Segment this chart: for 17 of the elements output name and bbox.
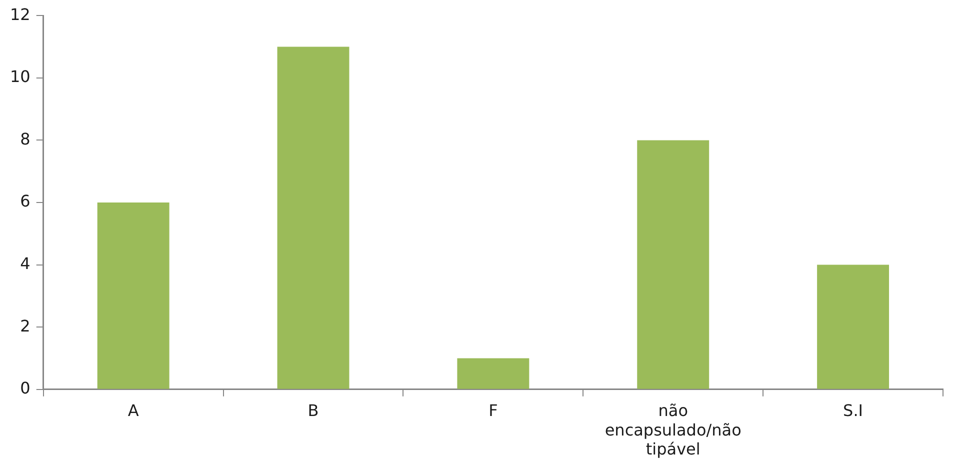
bar — [277, 46, 350, 389]
x-tick-label: A — [128, 401, 139, 420]
bar — [637, 140, 710, 389]
y-tick-label: 12 — [10, 4, 30, 24]
x-tick-label: F — [488, 401, 498, 420]
y-tick-label: 10 — [10, 67, 30, 86]
y-tick-label: 0 — [20, 378, 30, 398]
x-tick-label: S.I — [843, 401, 864, 420]
bar — [817, 264, 890, 389]
x-tick-label: não encapsulado/não tipável — [604, 401, 742, 459]
y-tick-label: 4 — [20, 254, 30, 273]
y-tick-label: 6 — [20, 192, 30, 211]
y-tick-label: 8 — [20, 129, 30, 148]
bar — [457, 358, 530, 389]
x-tick-label: B — [308, 401, 319, 420]
bar — [97, 202, 170, 389]
y-tick-label: 2 — [20, 316, 30, 336]
